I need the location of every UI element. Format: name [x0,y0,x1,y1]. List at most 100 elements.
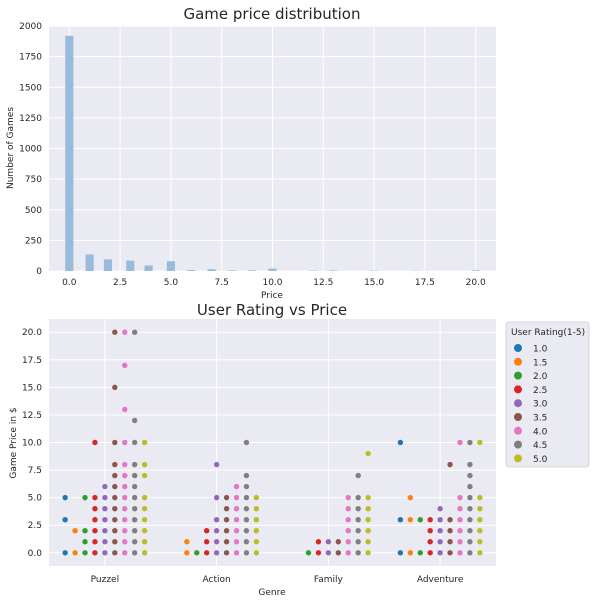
strip-point [243,483,250,490]
histogram-x-tick-label: 15.0 [364,278,384,288]
strip-point [131,483,138,490]
strip-point [457,528,463,534]
strip-y-tick-label: 17.5 [22,356,42,366]
strip-point [122,550,128,556]
strip-point [233,550,240,556]
strip-point [131,417,138,424]
strip-point [447,539,453,545]
histogram-bar [268,268,277,271]
strip-point [213,528,220,534]
strip-point [233,528,240,534]
strip-point [457,516,463,523]
strip-point [131,439,138,446]
strip-point [92,550,98,556]
strip-point [365,539,371,545]
strip-point [122,505,128,512]
strip-point [397,516,404,523]
strip-point [253,494,260,501]
strip-point [141,516,148,523]
strip-point [243,494,250,501]
strip-point [447,461,453,468]
histogram-y-tick-label: 1750 [19,53,42,63]
strip-point [122,329,128,335]
strip-point [122,472,128,479]
strip-point [122,528,128,534]
strip-point [112,483,118,490]
histogram-bar [65,35,74,271]
histogram-y-tick-label: 2000 [19,22,42,32]
histogram-y-tick-label: 0 [36,267,42,277]
strip-point [112,528,118,534]
strip-point [184,539,190,545]
strip-point [437,539,443,545]
strip-x-tick-label: Action [203,575,231,585]
histogram-bar [187,270,196,271]
strip-point [92,505,98,512]
legend-title: User Rating(1-5) [511,328,585,338]
strip-point [82,528,88,534]
strip-point [477,505,483,512]
histogram-bar [144,265,153,271]
legend-marker [514,371,522,380]
strip-point [82,494,88,501]
histogram-chart: 0.0 2.5 5.0 7.5 10.0 12.5 15.0 17.5 20.0 0 250 500… [6,5,496,301]
strip-point [122,516,128,523]
strip-point [345,539,351,545]
histogram-bars [65,35,480,271]
histogram-x-tick-label: 7.5 [215,278,229,288]
strip-point [467,494,473,501]
strip-point [122,362,128,369]
strip-x-ticks: Puzzel Action Family Adventure [91,575,464,585]
strip-point [112,539,118,545]
strip-point [243,539,250,545]
strip-point [122,494,128,501]
strip-x-label: Genre [258,588,286,598]
strip-title: User Rating vs Price [197,301,347,319]
strip-point [62,516,68,523]
strip-point [243,439,250,446]
strip-point [131,550,138,556]
strip-point [457,505,463,512]
strip-point [112,472,118,479]
histogram-x-tick-label: 5.0 [164,278,179,288]
strip-point [131,516,138,523]
strip-y-tick-label: 5.0 [28,494,43,504]
histogram-x-tick-label: 17.5 [415,278,435,288]
strip-point [112,516,118,523]
strip-point [112,494,118,501]
strip-point [131,539,138,545]
strip-point [243,516,250,523]
histogram-y-tick-label: 1500 [19,83,42,93]
strip-point [62,494,68,501]
strip-point [365,494,371,501]
legend-marker [514,413,522,421]
strip-point [315,550,322,556]
strip-point [141,439,148,446]
histogram-y-tick-label: 500 [25,206,42,216]
strip-point [72,550,78,556]
strip-x-tick-label: Adventure [417,575,464,585]
strip-point [253,505,260,512]
strip-point [112,439,118,446]
legend-label: 5.0 [533,455,548,465]
strip-point [102,528,108,534]
strip-point [365,450,371,457]
strip-point [437,550,443,556]
strip-point [112,461,118,468]
strip-point [102,505,108,512]
histogram-y-ticks: 0 250 500 750 1000 1250 1500 1750 2000 [19,22,42,277]
strip-point [477,550,483,556]
strip-point [457,550,463,556]
strip-point [467,461,473,468]
histogram-y-tick-label: 250 [25,236,42,246]
strip-point [243,528,250,534]
strip-point [325,550,332,556]
strip-point [365,528,371,534]
strip-point [467,550,473,556]
strip-point [122,439,128,446]
histogram-x-label: Price [261,291,283,301]
histogram-title: Game price distribution [183,5,360,23]
strip-point [427,528,433,534]
strip-point [62,550,68,556]
